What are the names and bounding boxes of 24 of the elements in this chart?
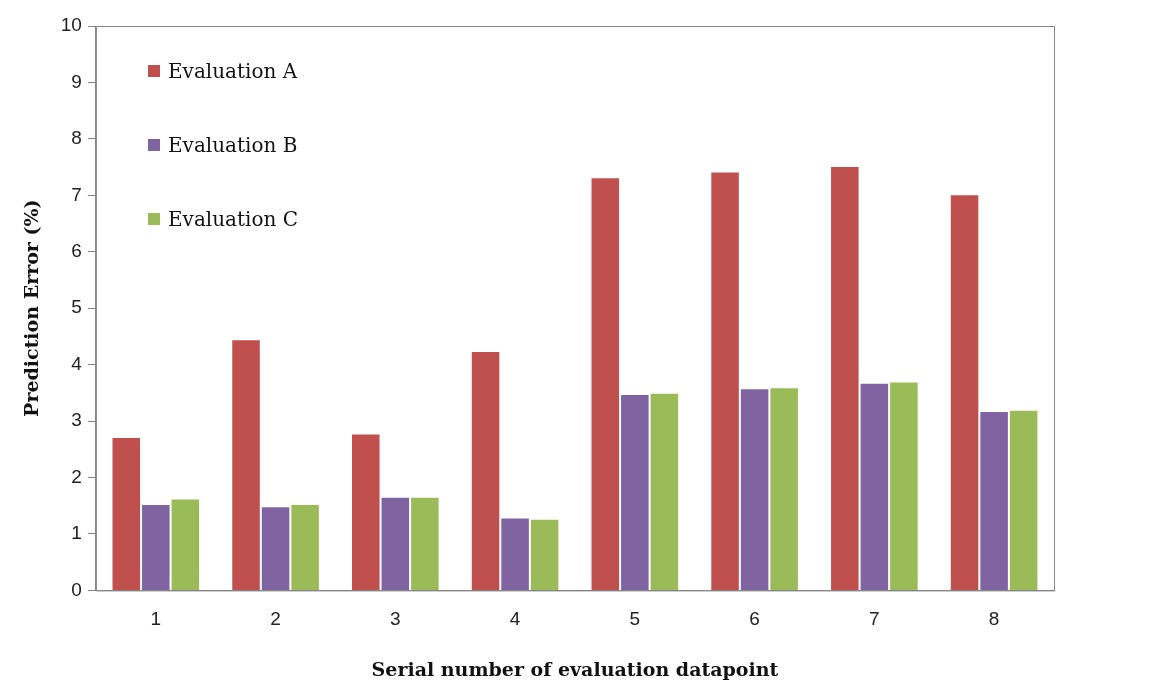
y-tick-label: 4 — [71, 352, 83, 374]
x-tick-label: 7 — [869, 608, 880, 630]
y-tick-label: 7 — [71, 183, 82, 205]
x-tick-label: 6 — [749, 608, 760, 630]
y-tick-label: 1 — [71, 522, 82, 544]
y-tick-label: 9 — [71, 70, 82, 92]
legend-label: Evaluation A — [168, 59, 298, 83]
x-axis-title: Serial number of evaluation datapoint — [371, 657, 779, 680]
y-tick-label: 2 — [71, 465, 82, 487]
legend-label: Evaluation B — [168, 133, 298, 157]
y-tick-label: 10 — [60, 14, 82, 36]
x-tick-label: 2 — [270, 608, 281, 630]
y-axis-title: Prediction Error (%) — [20, 199, 43, 417]
x-tick-label: 8 — [988, 608, 1000, 630]
x-tick-label: 1 — [150, 608, 162, 630]
x-tick-label: 3 — [390, 608, 401, 630]
x-tick-label: 4 — [509, 608, 521, 630]
y-tick-label: 5 — [71, 296, 82, 318]
y-tick-label: 0 — [71, 578, 82, 600]
legend-label: Evaluation C — [168, 207, 299, 231]
y-tick-label: 3 — [71, 409, 82, 431]
y-tick-label: 8 — [71, 127, 82, 149]
y-tick-label: 6 — [71, 239, 82, 261]
x-tick-label: 5 — [629, 608, 641, 630]
